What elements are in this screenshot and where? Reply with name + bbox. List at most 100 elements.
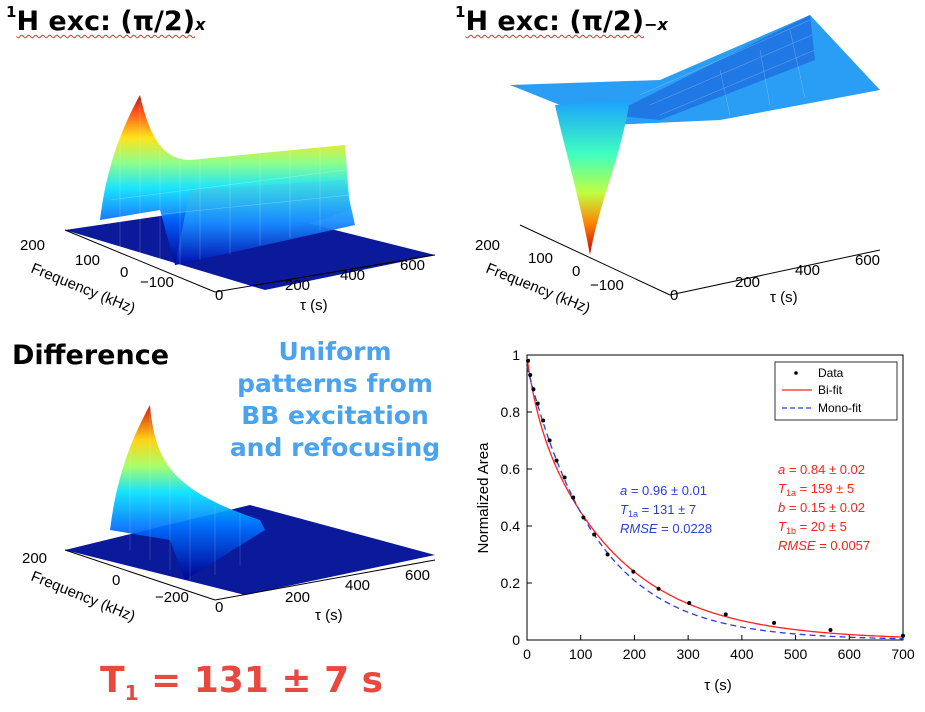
x-tick-label: 400 — [730, 646, 754, 662]
tau-tick: 600 — [400, 257, 425, 274]
mono-fit-param-t1a: T1a = 131 ± 7 — [620, 502, 696, 519]
tau-tick: 400 — [340, 267, 365, 284]
x-tick-label: 500 — [784, 646, 808, 662]
surface-mesh — [129, 410, 241, 580]
freq-tick: 200 — [20, 237, 45, 254]
tau-tick: 0 — [670, 287, 678, 304]
freq-tick: 0 — [572, 263, 580, 280]
tau-tick: 400 — [795, 262, 820, 279]
t1-result-symbol: T — [100, 660, 125, 701]
bi-fit-curve — [526, 357, 904, 638]
freq-tick: 100 — [75, 252, 100, 269]
tau-axis-label: τ (s) — [300, 297, 328, 314]
decay-chart: 0 100 200 300 400 500 600 700 0 0.2 0.4 0.6 0.8 1 τ (… — [475, 347, 915, 694]
surface-ridge — [610, 15, 815, 120]
freq-tick: 200 — [22, 550, 47, 567]
legend-mono-label: Mono-fit — [818, 401, 862, 415]
y-tick-label: 0.6 — [501, 461, 521, 477]
axis-ticks: 0 100 200 300 400 500 600 700 0 0.2 0.4 0.6 0.8 1 — [501, 347, 915, 662]
y-tick-label: 0.8 — [501, 404, 521, 420]
legend-bi-label: Bi-fit — [818, 383, 843, 397]
tau-axis-label: τ (s) — [315, 607, 343, 624]
freq-tick: −100 — [590, 277, 624, 294]
mono-fit-rmse: RMSE = 0.0228 — [620, 521, 712, 536]
title-top-right: 1H exc: (π/2)−x — [455, 3, 668, 37]
freq-axis — [64, 549, 216, 601]
mono-fit-annotation: a = 0.96 ± 0.01 T1a = 131 ± 7 RMSE = 0.0… — [620, 483, 712, 536]
title-difference: Difference — [12, 340, 170, 371]
title-top-right-main: H exc: (π/2) — [465, 6, 645, 37]
x-tick-label: 0 — [523, 646, 531, 662]
data-point — [531, 387, 536, 392]
data-point — [723, 612, 728, 617]
y-tick-label: 0.2 — [501, 575, 521, 591]
surface-plot-top-left: 200 100 0 −100 0 200 400 600 Frequency (… — [20, 95, 436, 317]
freq-axis — [64, 229, 216, 293]
freq-tick: 0 — [120, 264, 128, 281]
tau-tick: 0 — [215, 599, 223, 616]
surface-dip — [555, 100, 630, 255]
data-point — [554, 458, 559, 463]
y-tick-label: 0 — [512, 632, 520, 648]
bi-fit-rmse: RMSE = 0.0057 — [778, 538, 870, 553]
uniform-patterns-note: Uniform patterns from BB excitation and … — [210, 336, 460, 464]
tau-axis — [214, 559, 436, 601]
freq-axis — [519, 224, 671, 296]
bi-fit-param-t1a: T1a = 159 ± 5 — [778, 481, 854, 498]
data-point — [656, 586, 661, 591]
freq-tick: 200 — [475, 237, 500, 254]
data-point — [526, 358, 531, 363]
surface-plot-top-right: 200 100 0 −100 0 200 400 600 Frequency (… — [475, 15, 881, 317]
freq-axis-label: Frequency (kHz) — [29, 568, 138, 625]
tau-tick: 0 — [215, 287, 223, 304]
t1-result-value: = 131 ± 7 s — [138, 660, 384, 701]
note-line-2: patterns from — [237, 369, 433, 398]
tau-axis-label: τ (s) — [770, 289, 798, 306]
freq-tick: 100 — [528, 250, 553, 267]
legend-data-marker — [794, 371, 798, 375]
data-point — [528, 372, 533, 377]
title-top-left-main: H exc: (π/2) — [16, 6, 196, 37]
title-top-left-subscript: x — [195, 15, 206, 34]
y-tick-label: 1 — [512, 347, 520, 363]
bi-fit-annotation: a = 0.84 ± 0.02 T1a = 159 ± 5 b = 0.15 ±… — [778, 462, 870, 553]
surface-peak — [110, 405, 265, 580]
note-line-4: and refocusing — [229, 433, 441, 462]
y-tick-label: 0.4 — [501, 518, 521, 534]
freq-tick: −100 — [140, 274, 174, 291]
x-axis-label: τ (s) — [704, 677, 732, 694]
data-point — [772, 620, 777, 625]
surface-mesh — [639, 19, 816, 116]
x-tick-label: 100 — [569, 646, 593, 662]
note-line-3: BB excitation — [241, 401, 429, 430]
data-points — [526, 358, 905, 638]
note-line-1: Uniform — [278, 337, 392, 366]
legend: Data Bi-fit Mono-fit — [774, 361, 898, 421]
legend-data-label: Data — [818, 366, 844, 380]
data-point — [571, 495, 576, 500]
bi-fit-param-t1b: T1b = 20 ± 5 — [778, 519, 847, 536]
freq-tick: −200 — [155, 589, 189, 606]
data-point — [631, 569, 636, 574]
t1-result-subscript: 1 — [124, 681, 139, 706]
freq-tick: 0 — [112, 572, 120, 589]
data-point — [547, 438, 552, 443]
surface-band — [175, 180, 355, 265]
title-top-right-subscript: −x — [644, 15, 668, 34]
bi-fit-param-a: a = 0.84 ± 0.02 — [778, 462, 865, 477]
bi-fit-param-b: b = 0.15 ± 0.02 — [778, 500, 865, 515]
tau-tick: 200 — [285, 589, 310, 606]
tau-axis — [214, 254, 436, 293]
x-tick-label: 200 — [623, 646, 647, 662]
tau-tick: 400 — [345, 577, 370, 594]
data-point — [901, 633, 905, 638]
x-tick-label: 700 — [891, 646, 915, 662]
data-point — [562, 475, 567, 480]
title-top-right-superscript: 1 — [455, 3, 466, 21]
mono-fit-param-a: a = 0.96 ± 0.01 — [620, 483, 707, 498]
data-point — [541, 418, 546, 423]
surface-mesh — [104, 100, 351, 265]
tau-tick: 200 — [735, 274, 760, 291]
data-point — [828, 628, 833, 633]
title-top-left-superscript: 1 — [6, 3, 17, 21]
